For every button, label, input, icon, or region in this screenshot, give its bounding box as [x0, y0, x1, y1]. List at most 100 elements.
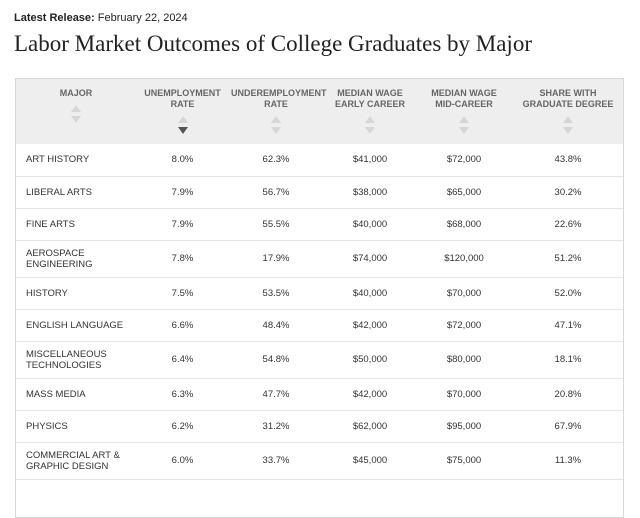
column-header-underemployment-rate[interactable]: UNDEREMPLOYMENT RATE [229, 79, 327, 144]
majors-table-container: MAJOR UNEMPLOYMENT RATE UNDEREMPLOYMENT RATE… [15, 78, 624, 518]
cell-unemployment-rate: 6.2% [136, 410, 229, 443]
sort-descending-icon[interactable] [365, 127, 375, 134]
table-row: Art History 8.0% 62.3% $41,000 $72,000 43.8% [16, 144, 623, 177]
cell-median-wage-mid: $70,000 [417, 277, 511, 310]
cell-median-wage-mid: $80,000 [417, 341, 511, 379]
sort-ascending-icon[interactable] [563, 116, 573, 123]
column-header-label: UNEMPLOYMENT [144, 88, 221, 98]
cell-median-wage-early: $42,000 [323, 378, 417, 411]
cell-unemployment-rate: 6.4% [136, 341, 229, 379]
cell-major: Aerospace Engineering [16, 240, 136, 278]
column-header-share-with-graduate-degree[interactable]: SHARE WITH GRADUATE DEGREE [511, 79, 623, 144]
sort-ascending-icon[interactable] [271, 116, 281, 123]
cell-major: Mass Media [16, 378, 136, 411]
cell-median-wage-early: $38,000 [323, 176, 417, 209]
table-row: History 7.5% 53.5% $40,000 $70,000 52.0% [16, 277, 623, 310]
sort-control[interactable] [325, 116, 415, 134]
column-header-unemployment-rate[interactable]: UNEMPLOYMENT RATE [136, 79, 229, 144]
column-header-label: SHARE WITH [539, 88, 597, 98]
cell-median-wage-early: $41,000 [323, 144, 417, 177]
cell-median-wage-early: $42,000 [323, 309, 417, 342]
column-header-label: MEDIAN WAGE [431, 88, 497, 98]
cell-major: Commercial Art & Graphic Design [16, 442, 136, 480]
sort-descending-icon[interactable] [563, 127, 573, 134]
cell-unemployment-rate: 6.3% [136, 378, 229, 411]
cell-unemployment-rate: 6.0% [136, 442, 229, 480]
cell-major: Art History [16, 144, 136, 177]
column-header-label: EARLY CAREER [334, 99, 406, 109]
cell-unemployment-rate: 8.0% [136, 144, 229, 177]
sort-ascending-icon[interactable] [177, 116, 188, 123]
sort-control[interactable] [231, 116, 321, 134]
cell-major: English Language [16, 309, 136, 342]
column-header-major[interactable]: MAJOR [16, 79, 136, 144]
release-date: February 22, 2024 [97, 12, 188, 24]
table-row: Physics 6.2% 31.2% $62,000 $95,000 67.9% [16, 410, 623, 443]
page-title: Labor Market Outcomes of College Graduat… [14, 31, 532, 56]
sort-control[interactable] [138, 116, 227, 134]
table-row: Mass Media 6.3% 47.7% $42,000 $70,000 20.8% [16, 378, 623, 411]
column-header-label: MEDIAN WAGE [337, 88, 403, 98]
cell-major: Physics [16, 410, 136, 443]
column-header-label: MID-CAREER [435, 99, 493, 109]
column-header-label: MAJOR [59, 88, 93, 98]
table-row: Commercial Art & Graphic Design 6.0% 33.7%… [16, 442, 623, 480]
cell-share-graduate-degree: 30.2% [511, 176, 623, 209]
cell-major: History [16, 277, 136, 310]
cell-median-wage-early: $40,000 [323, 208, 417, 241]
sort-control[interactable] [513, 116, 623, 134]
cell-share-graduate-degree: 22.6% [511, 208, 623, 241]
release-line: Latest Release: February 22, 2024 [14, 12, 188, 24]
column-header-label: GRADUATE DEGREE [522, 99, 614, 109]
cell-major: Miscellaneous Technologies [16, 341, 136, 379]
sort-control[interactable] [18, 105, 134, 123]
cell-underemployment-rate: 48.4% [229, 309, 323, 342]
table-row: Fine Arts 7.9% 55.5% $40,000 $68,000 22.6% [16, 208, 623, 241]
cell-share-graduate-degree: 18.1% [511, 341, 623, 379]
sort-ascending-icon[interactable] [459, 116, 469, 123]
cell-underemployment-rate: 47.7% [229, 378, 323, 411]
cell-underemployment-rate: 55.5% [229, 208, 323, 241]
cell-share-graduate-degree: 20.8% [511, 378, 623, 411]
cell-major: Fine Arts [16, 208, 136, 241]
table-header-row: MAJOR UNEMPLOYMENT RATE UNDEREMPLOYMENT RATE… [16, 79, 623, 144]
cell-median-wage-early: $62,000 [323, 410, 417, 443]
cell-median-wage-mid: $75,000 [417, 442, 511, 480]
sort-control[interactable] [419, 116, 509, 134]
table-row: Liberal Arts 7.9% 56.7% $38,000 $65,000 30.2% [16, 176, 623, 209]
cell-median-wage-mid: $120,000 [417, 240, 511, 278]
cell-underemployment-rate: 53.5% [229, 277, 323, 310]
cell-unemployment-rate: 7.9% [136, 208, 229, 241]
cell-median-wage-mid: $68,000 [417, 208, 511, 241]
cell-median-wage-mid: $72,000 [417, 144, 511, 177]
sort-ascending-icon[interactable] [365, 116, 375, 123]
cell-underemployment-rate: 31.2% [229, 410, 323, 443]
cell-underemployment-rate: 56.7% [229, 176, 323, 209]
sort-ascending-icon[interactable] [71, 105, 81, 112]
column-header-label: RATE [170, 99, 195, 109]
cell-median-wage-early: $45,000 [323, 442, 417, 480]
cell-share-graduate-degree: 43.8% [511, 144, 623, 177]
table-row: Miscellaneous Technologies 6.4% 54.8% $50,0… [16, 341, 623, 379]
table-row: English Language 6.6% 48.4% $42,000 $72,000 4… [16, 309, 623, 342]
cell-median-wage-mid: $70,000 [417, 378, 511, 411]
table-body: Art History 8.0% 62.3% $41,000 $72,000 43.8% L… [16, 144, 623, 480]
cell-median-wage-mid: $65,000 [417, 176, 511, 209]
sort-descending-icon[interactable] [71, 116, 81, 123]
column-header-median-wage-early-career[interactable]: MEDIAN WAGE EARLY CAREER [323, 79, 417, 144]
cell-unemployment-rate: 6.6% [136, 309, 229, 342]
cell-median-wage-early: $50,000 [323, 341, 417, 379]
cell-share-graduate-degree: 47.1% [511, 309, 623, 342]
cell-unemployment-rate: 7.5% [136, 277, 229, 310]
table-row: Aerospace Engineering 7.8% 17.9% $74,000 $12… [16, 240, 623, 278]
column-header-median-wage-mid-career[interactable]: MEDIAN WAGE MID-CAREER [417, 79, 511, 144]
cell-unemployment-rate: 7.9% [136, 176, 229, 209]
sort-descending-icon[interactable] [177, 127, 188, 134]
release-label: Latest Release: [14, 12, 95, 24]
sort-descending-icon[interactable] [459, 127, 469, 134]
cell-unemployment-rate: 7.8% [136, 240, 229, 278]
sort-descending-icon[interactable] [271, 127, 281, 134]
column-header-label: RATE [264, 99, 288, 109]
cell-share-graduate-degree: 67.9% [511, 410, 623, 443]
cell-share-graduate-degree: 11.3% [511, 442, 623, 480]
